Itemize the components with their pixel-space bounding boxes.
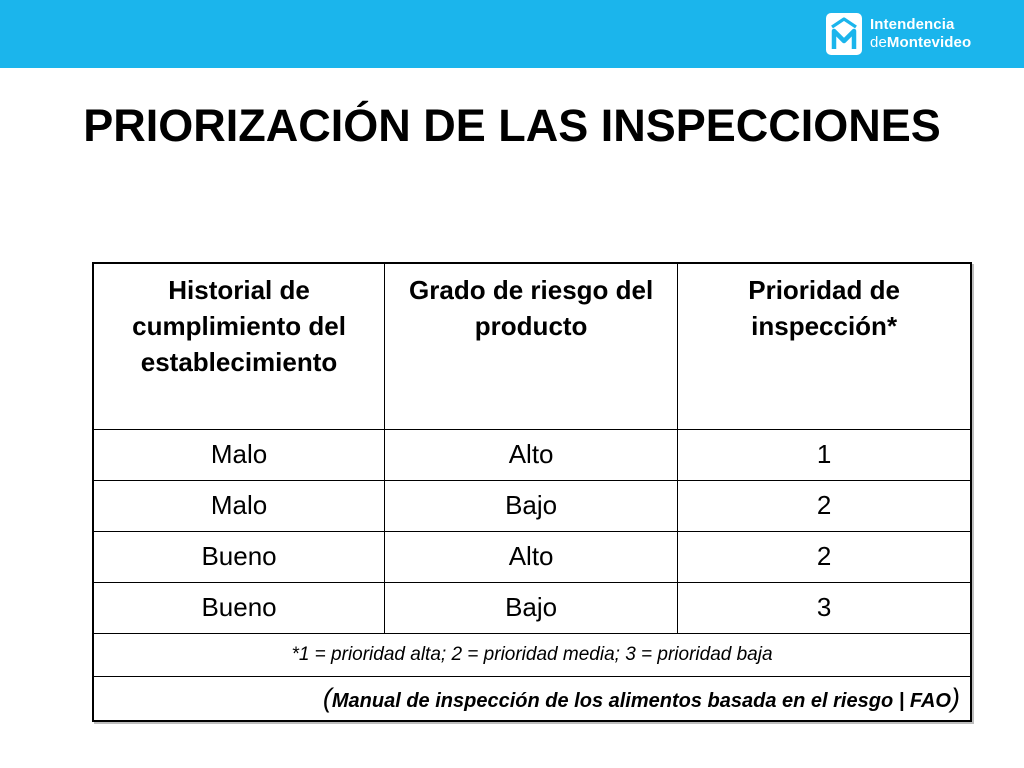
priority-table: Historial de cumplimiento del establecim… <box>92 262 972 722</box>
source-row: (Manual de inspección de los alimentos b… <box>92 675 972 722</box>
cell-history: Bueno <box>92 530 386 583</box>
cell-priority: 3 <box>677 581 972 634</box>
logo-text: Intendencia deMontevideo <box>870 16 971 52</box>
table-header-row: Historial de cumplimiento del establecim… <box>92 262 972 430</box>
cell-history: Malo <box>92 479 386 532</box>
intendencia-m-icon <box>826 13 862 55</box>
cell-history: Bueno <box>92 581 386 634</box>
intendencia-logo: Intendencia deMontevideo <box>826 12 971 56</box>
source-close-paren: ) <box>951 682 960 713</box>
logo-line2: deMontevideo <box>870 34 971 52</box>
table-row: Bueno Alto 2 <box>92 530 972 583</box>
priority-footnote: *1 = prioridad alta; 2 = prioridad media… <box>92 632 972 677</box>
table-row: Bueno Bajo 3 <box>92 581 972 634</box>
header-bar: Intendencia deMontevideo <box>0 0 1024 68</box>
header-compliance-history: Historial de cumplimiento del establecim… <box>92 262 386 430</box>
cell-priority: 2 <box>677 530 972 583</box>
cell-priority: 2 <box>677 479 972 532</box>
slide-title: PRIORIZACIÓN DE LAS INSPECCIONES <box>83 100 941 151</box>
cell-risk: Bajo <box>384 581 679 634</box>
cell-risk: Alto <box>384 530 679 583</box>
cell-priority: 1 <box>677 428 972 481</box>
source-text: Manual de inspección de los alimentos ba… <box>331 689 951 712</box>
header-product-risk: Grado de riesgo del producto <box>384 262 679 430</box>
logo-line1: Intendencia <box>870 16 955 33</box>
source-citation: (Manual de inspección de los alimentos b… <box>92 675 972 722</box>
source-open-paren: ( <box>322 682 332 713</box>
table-row: Malo Bajo 2 <box>92 479 972 532</box>
cell-risk: Alto <box>384 428 679 481</box>
logo-line2-prefix: de <box>870 34 887 51</box>
cell-risk: Bajo <box>384 479 679 532</box>
footnote-row: *1 = prioridad alta; 2 = prioridad media… <box>92 632 972 677</box>
table-row: Malo Alto 1 <box>92 428 972 481</box>
cell-history: Malo <box>92 428 386 481</box>
header-inspection-priority: Prioridad de inspección* <box>677 262 972 430</box>
logo-line2-bold: Montevideo <box>886 34 972 51</box>
